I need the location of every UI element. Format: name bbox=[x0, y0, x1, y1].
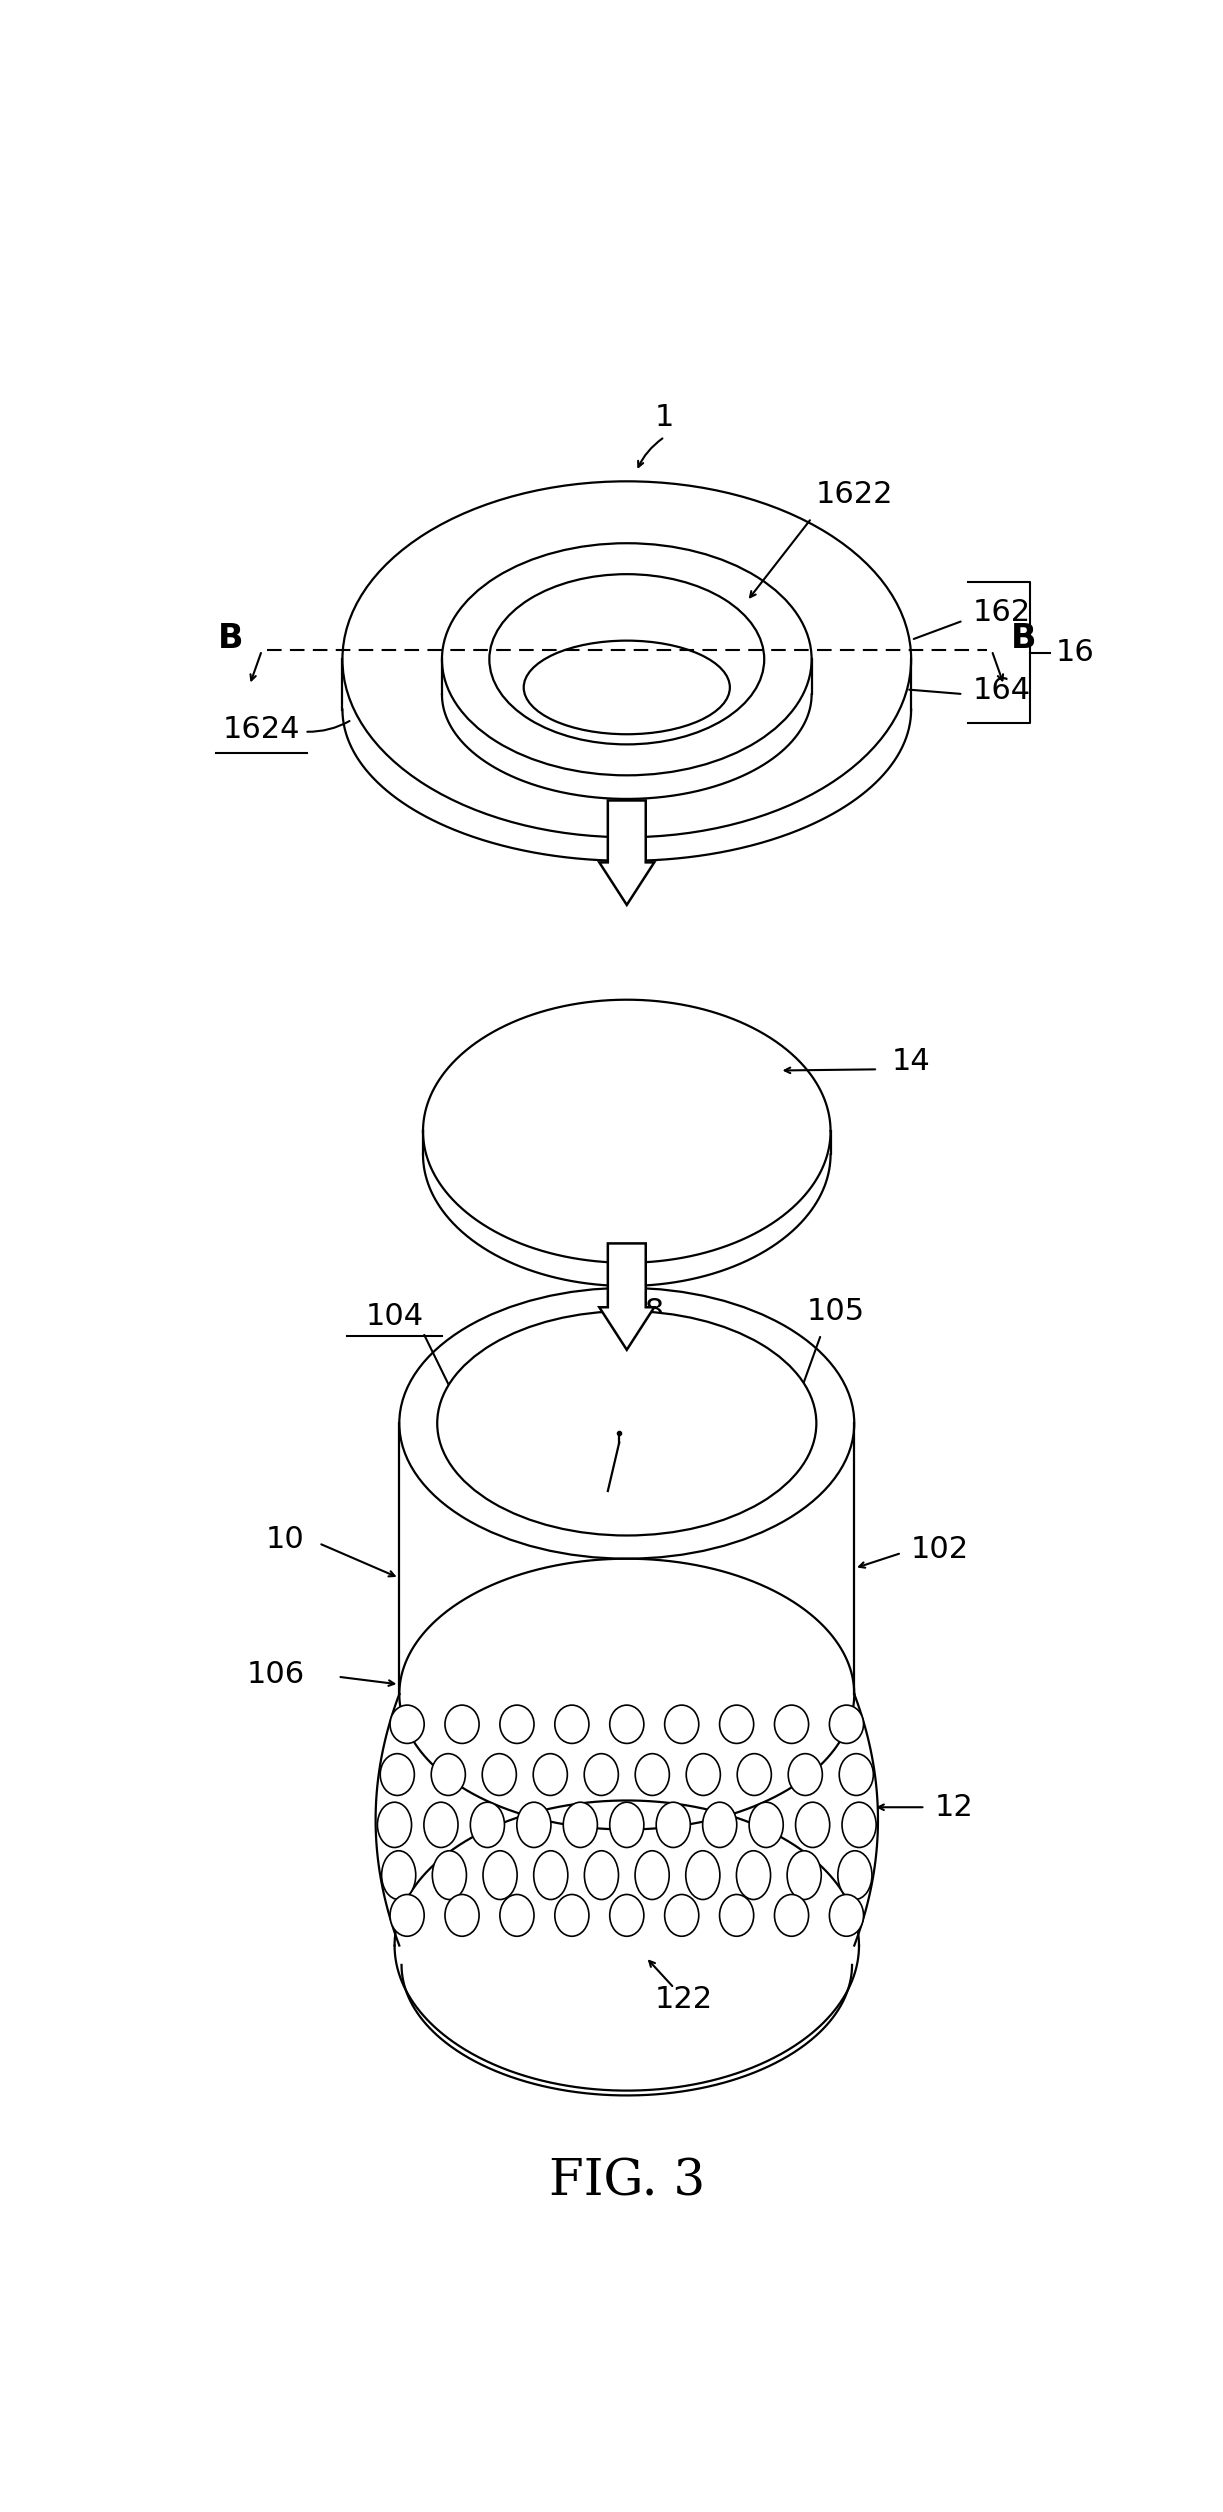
Ellipse shape bbox=[664, 1894, 698, 1937]
Text: 16: 16 bbox=[1057, 638, 1095, 668]
Ellipse shape bbox=[736, 1851, 770, 1899]
Ellipse shape bbox=[635, 1851, 669, 1899]
Ellipse shape bbox=[382, 1851, 416, 1899]
Text: 10: 10 bbox=[265, 1525, 305, 1555]
Text: FIG. 3: FIG. 3 bbox=[549, 2158, 704, 2206]
Ellipse shape bbox=[533, 1753, 567, 1796]
Ellipse shape bbox=[610, 1801, 643, 1846]
Ellipse shape bbox=[380, 1753, 415, 1796]
Ellipse shape bbox=[610, 1706, 643, 1743]
Ellipse shape bbox=[703, 1801, 736, 1846]
Ellipse shape bbox=[635, 1753, 669, 1796]
Ellipse shape bbox=[399, 1289, 854, 1557]
Text: 12: 12 bbox=[934, 1794, 974, 1821]
Text: 104: 104 bbox=[366, 1301, 423, 1331]
Text: 106: 106 bbox=[246, 1660, 305, 1688]
Ellipse shape bbox=[378, 1801, 412, 1846]
Ellipse shape bbox=[737, 1753, 772, 1796]
Ellipse shape bbox=[432, 1753, 466, 1796]
Text: B: B bbox=[218, 623, 243, 656]
Ellipse shape bbox=[342, 482, 911, 836]
Ellipse shape bbox=[750, 1801, 783, 1846]
Ellipse shape bbox=[585, 1753, 619, 1796]
Ellipse shape bbox=[564, 1801, 597, 1846]
Ellipse shape bbox=[500, 1894, 534, 1937]
Ellipse shape bbox=[424, 1801, 457, 1846]
Ellipse shape bbox=[482, 1753, 516, 1796]
Ellipse shape bbox=[390, 1706, 424, 1743]
Text: 1624: 1624 bbox=[223, 716, 301, 744]
Ellipse shape bbox=[719, 1706, 753, 1743]
Ellipse shape bbox=[788, 1753, 822, 1796]
Ellipse shape bbox=[719, 1894, 753, 1937]
Ellipse shape bbox=[841, 1801, 876, 1846]
Text: 164: 164 bbox=[972, 676, 1031, 706]
Ellipse shape bbox=[829, 1894, 863, 1937]
Ellipse shape bbox=[555, 1894, 589, 1937]
Ellipse shape bbox=[555, 1706, 589, 1743]
Ellipse shape bbox=[533, 1851, 567, 1899]
Text: 102: 102 bbox=[911, 1535, 970, 1562]
Ellipse shape bbox=[829, 1706, 863, 1743]
Text: 108: 108 bbox=[607, 1296, 665, 1326]
Ellipse shape bbox=[839, 1753, 873, 1796]
Ellipse shape bbox=[585, 1851, 619, 1899]
Ellipse shape bbox=[523, 641, 730, 734]
Ellipse shape bbox=[489, 575, 764, 744]
Ellipse shape bbox=[517, 1801, 550, 1846]
Ellipse shape bbox=[610, 1894, 643, 1937]
Ellipse shape bbox=[774, 1706, 808, 1743]
Text: 14: 14 bbox=[892, 1048, 931, 1075]
Ellipse shape bbox=[796, 1801, 829, 1846]
Text: 162: 162 bbox=[972, 598, 1031, 628]
Text: 1: 1 bbox=[656, 402, 674, 432]
Ellipse shape bbox=[657, 1801, 690, 1846]
FancyArrow shape bbox=[599, 801, 654, 904]
Text: 105: 105 bbox=[806, 1296, 865, 1326]
Text: B: B bbox=[1010, 623, 1036, 656]
Ellipse shape bbox=[445, 1706, 479, 1743]
Ellipse shape bbox=[483, 1851, 517, 1899]
Text: 122: 122 bbox=[654, 1984, 713, 2015]
Ellipse shape bbox=[686, 1753, 720, 1796]
Ellipse shape bbox=[500, 1706, 534, 1743]
Ellipse shape bbox=[445, 1894, 479, 1937]
Ellipse shape bbox=[774, 1894, 808, 1937]
FancyArrow shape bbox=[599, 1243, 654, 1349]
Ellipse shape bbox=[390, 1894, 424, 1937]
Ellipse shape bbox=[437, 1311, 817, 1535]
Ellipse shape bbox=[838, 1851, 872, 1899]
Ellipse shape bbox=[686, 1851, 720, 1899]
Ellipse shape bbox=[664, 1706, 698, 1743]
Ellipse shape bbox=[432, 1851, 466, 1899]
Text: 1622: 1622 bbox=[816, 480, 893, 510]
Ellipse shape bbox=[471, 1801, 504, 1846]
Ellipse shape bbox=[788, 1851, 822, 1899]
